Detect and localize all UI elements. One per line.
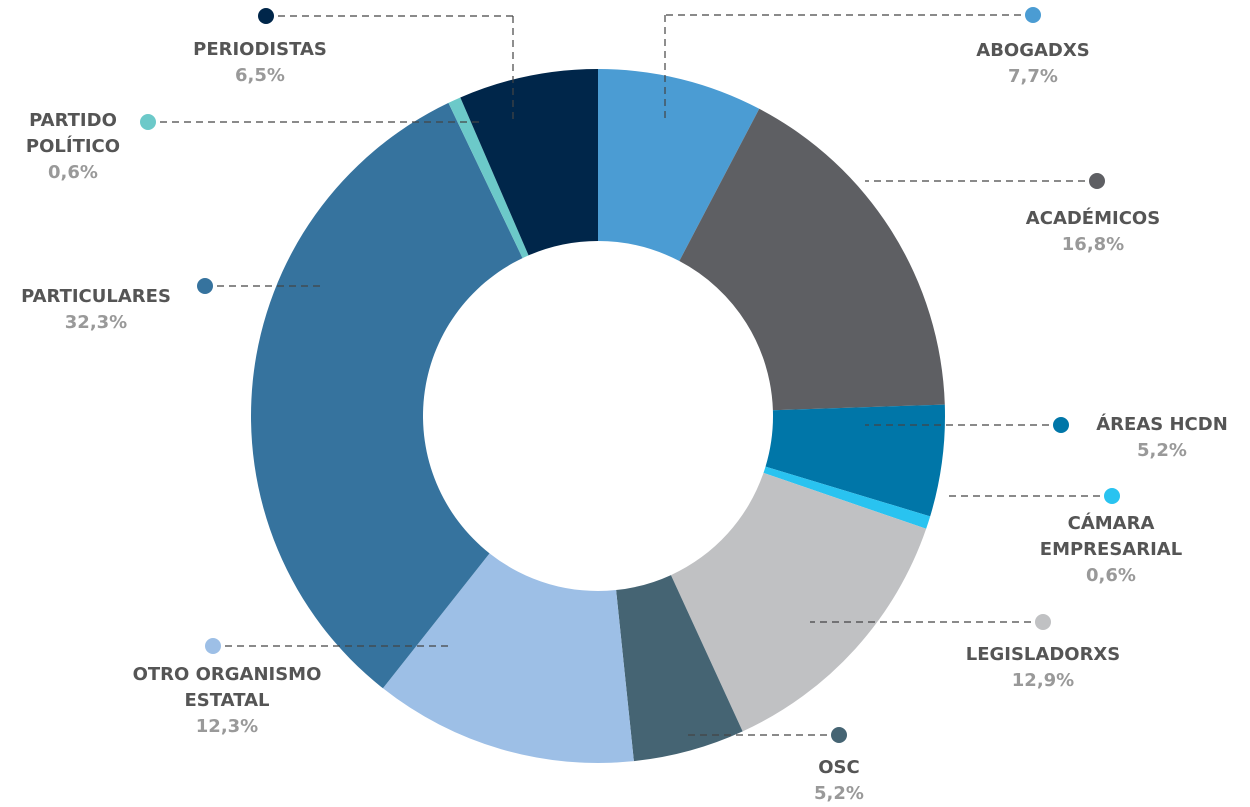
value-label: 12,3% — [195, 716, 259, 737]
slice — [670, 472, 927, 732]
slice — [460, 69, 598, 256]
slice — [598, 69, 760, 262]
slice — [382, 553, 634, 763]
category-name: ÁREAS HCDN — [1096, 414, 1228, 435]
slice — [616, 575, 743, 762]
label: PERIODISTAS 6,5% — [160, 37, 360, 89]
value-label: 6,5% — [235, 65, 285, 86]
category-name: CÁMARA EMPRESARIAL — [1039, 513, 1183, 560]
label: LEGISLADORXS 12,9% — [943, 642, 1143, 694]
legend-dot — [1025, 7, 1041, 23]
legend-dot — [831, 727, 847, 743]
label: ABOGADXS 7,7% — [933, 38, 1133, 90]
legend-dot — [1104, 488, 1120, 504]
label: OSC 5,2% — [789, 755, 889, 807]
legend-dot — [258, 8, 274, 24]
category-name: PARTIDO POLÍTICO — [25, 110, 121, 157]
legend-dot — [1053, 417, 1069, 433]
category-name: OTRO ORGANISMO ESTATAL — [132, 664, 322, 711]
legend-dot — [140, 114, 156, 130]
label: ÁREAS HCDN 5,2% — [1077, 412, 1247, 464]
value-label: 12,9% — [1011, 670, 1075, 691]
legend-dot — [1035, 614, 1051, 630]
category-name: PARTICULARES — [21, 286, 171, 307]
category-name: LEGISLADORXS — [965, 644, 1121, 665]
value-label: 0,6% — [48, 162, 98, 183]
label: OTRO ORGANISMO ESTATAL 12,3% — [115, 662, 340, 740]
label: CÁMARA EMPRESARIAL 0,6% — [1031, 511, 1191, 589]
value-label: 16,8% — [1061, 234, 1125, 255]
slice — [251, 102, 523, 689]
value-label: 32,3% — [64, 312, 128, 333]
label: ACADÉMICOS 16,8% — [993, 206, 1193, 258]
category-name: ABOGADXS — [976, 40, 1090, 61]
value-label: 0,6% — [1086, 565, 1136, 586]
legend-dot — [205, 638, 221, 654]
category-name: PERIODISTAS — [193, 39, 327, 60]
slice — [763, 466, 931, 529]
slice — [448, 97, 529, 259]
label: PARTIDO POLÍTICO 0,6% — [8, 108, 138, 186]
value-label: 5,2% — [814, 783, 864, 804]
category-name: OSC — [818, 757, 860, 778]
slice — [765, 404, 945, 517]
category-name: ACADÉMICOS — [1025, 208, 1161, 229]
legend-dot — [1089, 173, 1105, 189]
slice — [679, 108, 945, 411]
value-label: 7,7% — [1008, 66, 1058, 87]
value-label: 5,2% — [1137, 440, 1187, 461]
legend-dot — [197, 278, 213, 294]
label: PARTICULARES 32,3% — [1, 284, 191, 336]
